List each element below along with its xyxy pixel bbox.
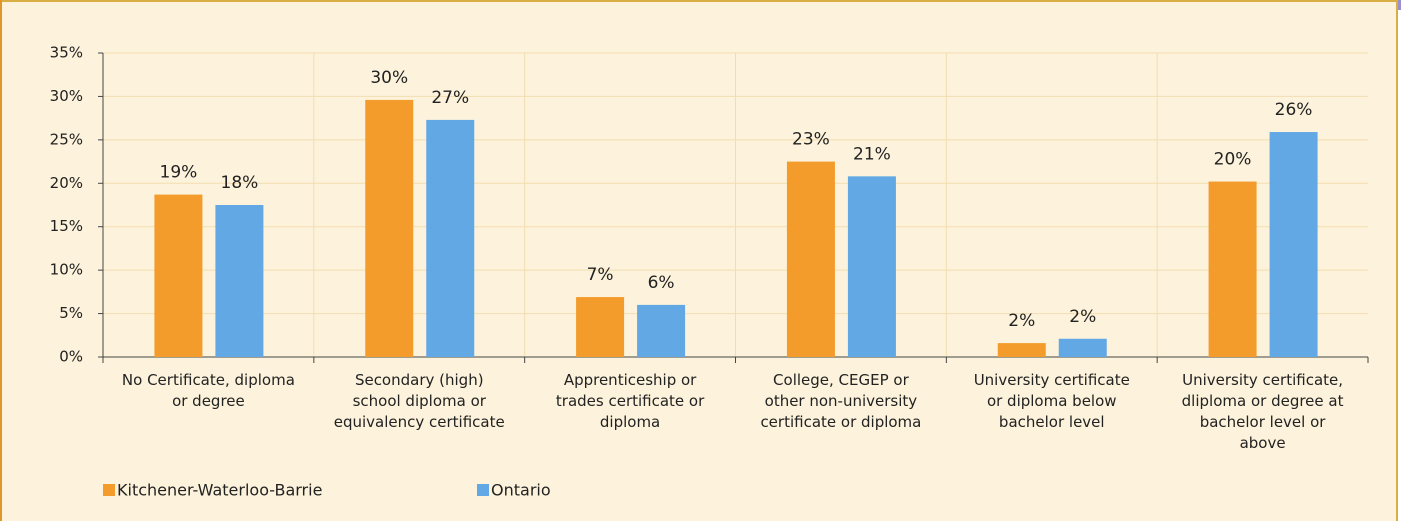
data-label: 19% bbox=[160, 163, 198, 183]
y-tick-label: 20% bbox=[50, 174, 83, 192]
data-label: 2% bbox=[1008, 311, 1035, 331]
bar bbox=[215, 205, 264, 357]
data-label: 21% bbox=[853, 144, 891, 164]
legend-label: Ontario bbox=[491, 481, 551, 500]
bar bbox=[1269, 132, 1318, 357]
x-tick-label: University certificate or diploma below … bbox=[973, 371, 1130, 431]
data-label: 2% bbox=[1069, 307, 1096, 327]
bar bbox=[365, 99, 414, 357]
x-tick-label: Apprenticeship or trades certificate or … bbox=[555, 371, 705, 431]
legend-swatch bbox=[477, 484, 489, 496]
data-label: 27% bbox=[431, 88, 469, 108]
x-tick-label: No Certificate, diploma or degree bbox=[121, 371, 295, 410]
bar bbox=[426, 119, 475, 357]
y-tick-label: 35% bbox=[50, 44, 83, 62]
legend-label: Kitchener-Waterloo-Barrie bbox=[117, 481, 322, 500]
bar bbox=[1208, 181, 1257, 357]
data-label: 6% bbox=[648, 273, 675, 293]
data-label: 18% bbox=[221, 173, 259, 193]
y-tick-label: 15% bbox=[50, 217, 83, 235]
bar bbox=[997, 343, 1046, 357]
bar bbox=[576, 297, 625, 357]
bar bbox=[1058, 338, 1107, 357]
y-tick-label: 30% bbox=[50, 87, 83, 105]
x-tick-label: Secondary (high) school diploma or equiv… bbox=[333, 371, 505, 431]
data-label: 30% bbox=[370, 68, 408, 88]
bar bbox=[847, 176, 896, 357]
bar bbox=[637, 304, 686, 357]
data-label: 20% bbox=[1214, 150, 1252, 170]
data-label: 26% bbox=[1275, 100, 1313, 120]
legend-swatch bbox=[103, 484, 115, 496]
x-tick-label: College, CEGEP or other non-university c… bbox=[760, 371, 922, 431]
data-label: 7% bbox=[587, 265, 614, 285]
data-label: 23% bbox=[792, 130, 830, 150]
y-tick-label: 5% bbox=[59, 304, 83, 322]
y-tick-label: 10% bbox=[50, 261, 83, 279]
bar bbox=[154, 194, 203, 357]
x-tick-label: University certificate, dliploma or degr… bbox=[1181, 371, 1344, 452]
y-tick-label: 0% bbox=[59, 348, 83, 366]
bar bbox=[786, 161, 835, 357]
y-tick-label: 25% bbox=[50, 130, 83, 148]
